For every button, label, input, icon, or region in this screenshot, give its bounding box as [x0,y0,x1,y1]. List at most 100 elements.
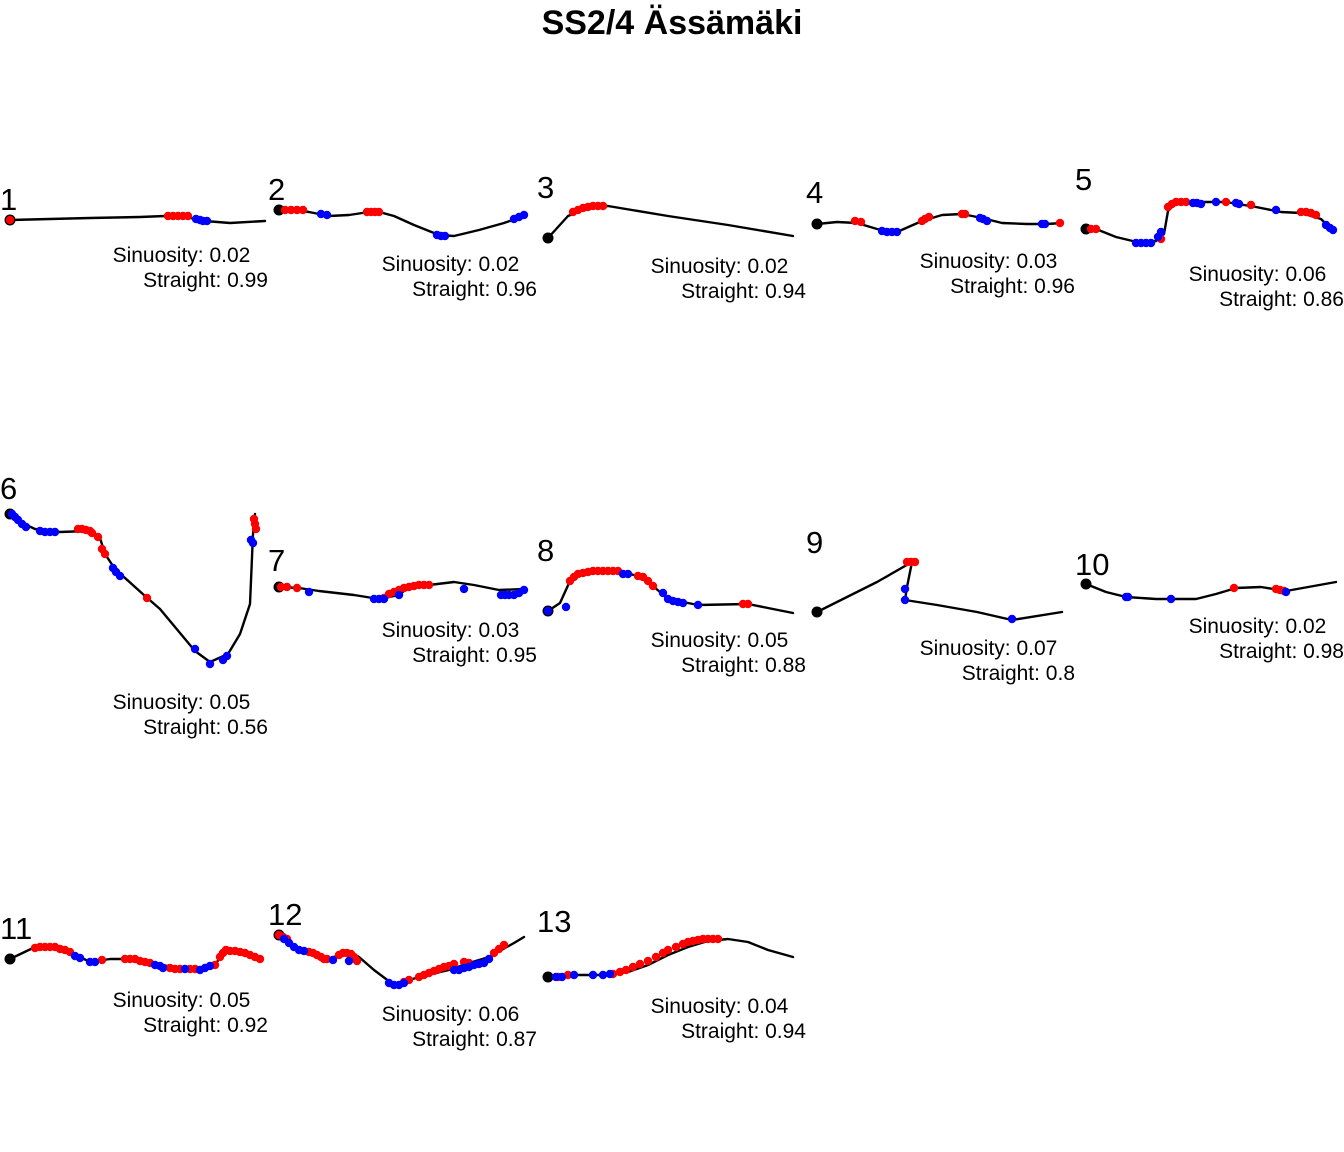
red-point [621,965,631,975]
sinuosity-label: Sinuosity: 0.02 [113,244,262,267]
red-point [97,955,107,965]
straight-label: Straight: 0.88 [681,654,806,677]
red-point [251,524,261,534]
red-point [292,583,302,593]
track-line [1084,200,1333,245]
blue-point [248,538,258,548]
blue-point [158,963,168,973]
blue-point [598,970,608,980]
blue-point [561,602,571,612]
red-point [280,205,290,215]
red-point [100,549,110,559]
red-point [743,599,753,609]
blue-point [900,584,910,594]
panel-13: 13 Sinuosity: 0.04 Straight: 0.94 [537,904,806,1043]
red-point [424,580,434,590]
panel-7: 7 Sinuosity: 0.03 Straight: 0.95 [268,543,537,667]
straight-label: Straight: 0.95 [412,644,537,667]
blue-point [1166,594,1176,604]
sinuosity-label: Sinuosity: 0.02 [651,255,800,278]
red-point [298,205,308,215]
red-point [282,582,292,592]
red-point [628,962,638,972]
blue-point [892,227,902,237]
blue-point [1281,587,1291,597]
red-point [93,532,103,542]
sinuosity-label: Sinuosity: 0.04 [651,995,800,1018]
red-point [183,211,193,221]
straight-label: Straight: 0.94 [681,1020,806,1043]
red-point [1221,197,1231,207]
straight-label: Straight: 0.87 [412,1028,537,1051]
sinuosity-label: Sinuosity: 0.07 [920,637,1069,660]
straight-label: Straight: 0.56 [143,716,268,739]
panel-number: 10 [1075,547,1109,582]
blue-point [394,590,404,600]
panel-number: 12 [268,897,302,932]
blue-point [21,522,31,532]
panel-4: 4 Sinuosity: 0.03 Straight: 0.96 [806,175,1075,298]
red-point [598,201,608,211]
blue-point [459,584,469,594]
straight-label: Straight: 0.99 [143,269,268,292]
panel-11: 11 Sinuosity: 0.05 Straight: 0.92 [0,911,268,1037]
blue-point [519,585,529,595]
track-line [8,512,257,664]
blue-point [605,969,615,979]
panel-number: 7 [268,543,285,578]
panel-5: 5 Sinuosity: 0.06 Straight: 0.86 [1075,162,1344,311]
start-point [811,606,823,618]
blue-point [190,644,200,654]
blue-point [202,216,212,226]
blue-point [205,961,215,971]
blue-point [1146,238,1156,248]
start-point [1080,578,1092,590]
start-point [811,218,823,230]
blue-point [299,946,309,956]
blue-point [693,600,703,610]
red-point [87,528,97,538]
blue-point [304,587,314,597]
sinuosity-label: Sinuosity: 0.05 [113,691,262,714]
red-point [276,582,286,592]
track-line [277,208,526,238]
red-point [499,940,509,950]
blue-point [519,210,529,220]
straight-label: Straight: 0.98 [1219,640,1344,663]
blue-point [90,957,100,967]
sinuosity-label: Sinuosity: 0.05 [651,629,800,652]
track-line [815,560,1064,622]
blue-point [115,571,125,581]
blue-point [1156,227,1166,237]
start-point [273,204,285,216]
straight-label: Straight: 0.94 [681,280,806,303]
straight-label: Straight: 0.92 [143,1014,268,1037]
panel-9: 9 Sinuosity: 0.07 Straight: 0.8 [806,525,1075,685]
blue-point [222,651,232,661]
red-point [1091,224,1101,234]
red-point [671,942,681,952]
straight-label: Straight: 0.86 [1219,288,1344,311]
blue-point [440,231,450,241]
blue-point [569,970,579,980]
panel-6: 6 Sinuosity: 0.05 Straight: 0.56 [0,471,268,739]
sinuosity-label: Sinuosity: 0.06 [382,1003,531,1026]
start-point [542,232,554,244]
track-line [8,214,267,225]
sinuosity-label: Sinuosity: 0.02 [382,253,531,276]
sinuosity-label: Sinuosity: 0.05 [113,989,262,1012]
straight-label: Straight: 0.96 [412,278,537,301]
blue-point [50,527,60,537]
track-line [546,569,795,615]
blue-point [658,588,668,598]
blue-point [623,569,633,579]
red-point [5,215,15,225]
red-point [374,207,384,217]
blue-point [1234,199,1244,209]
blue-point [399,978,409,988]
blue-point [1211,197,1221,207]
blue-point [75,953,85,963]
panel-number: 1 [0,182,17,217]
red-point [635,959,645,969]
